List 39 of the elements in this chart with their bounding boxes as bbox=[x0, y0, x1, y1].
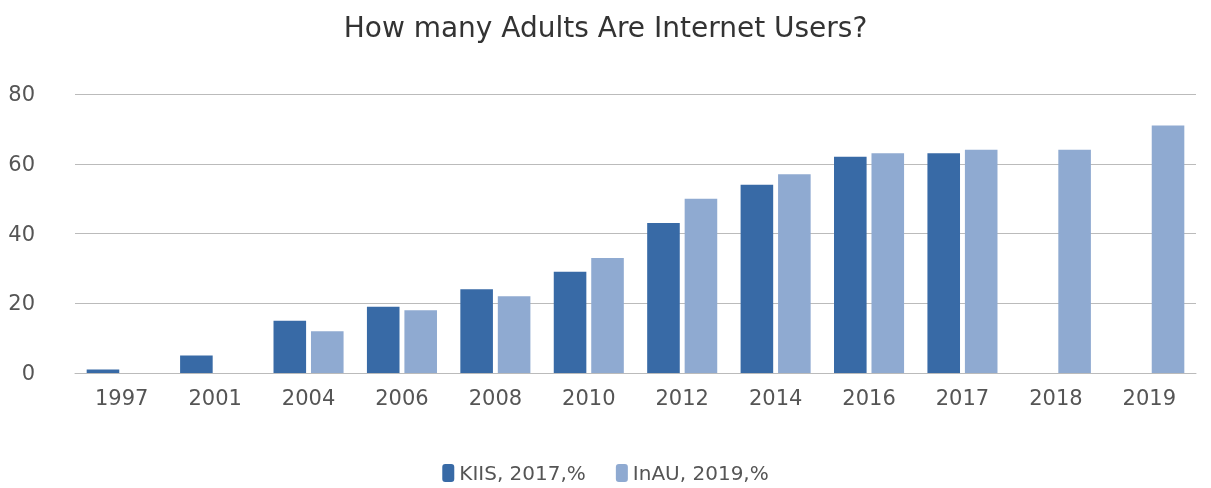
bar bbox=[180, 355, 213, 373]
x-tick-label: 2014 bbox=[748, 385, 803, 410]
bar bbox=[964, 149, 998, 373]
bar bbox=[834, 156, 867, 373]
x-tick-label: 2004 bbox=[281, 385, 336, 410]
x-tick-label: 1997 bbox=[94, 385, 149, 410]
bar bbox=[591, 257, 624, 373]
bar bbox=[497, 296, 531, 373]
bar bbox=[778, 174, 811, 373]
y-tick-label: 80 bbox=[8, 82, 35, 106]
bar bbox=[366, 306, 400, 373]
bar bbox=[460, 289, 493, 373]
x-tick-label: 2016 bbox=[842, 385, 896, 410]
bar bbox=[1058, 149, 1091, 373]
chart-title: How many Adults Are Internet Users? bbox=[343, 10, 868, 44]
bar bbox=[553, 271, 587, 373]
x-tick-label: 2012 bbox=[655, 385, 709, 410]
x-tick-label: 2006 bbox=[375, 385, 429, 410]
x-tick-label: 2017 bbox=[935, 385, 990, 410]
x-tick-label: 2019 bbox=[1122, 385, 1177, 410]
x-tick-label: 2010 bbox=[562, 385, 616, 410]
bar bbox=[404, 310, 437, 373]
bar bbox=[1151, 125, 1185, 373]
bar bbox=[310, 331, 344, 373]
bar bbox=[273, 320, 307, 373]
y-tick-label: 60 bbox=[8, 151, 35, 176]
bar bbox=[927, 153, 961, 373]
x-tick-label: 2001 bbox=[188, 385, 242, 410]
x-tick-label: 2018 bbox=[1029, 385, 1083, 410]
bar bbox=[871, 153, 905, 373]
y-tick-label: 0 bbox=[21, 361, 35, 385]
bar bbox=[740, 184, 774, 373]
y-tick-label: 20 bbox=[8, 291, 35, 316]
x-tick-label: 2008 bbox=[468, 385, 523, 410]
legend-label: InAU, 2019,% bbox=[632, 461, 769, 485]
y-tick-label: 40 bbox=[8, 221, 35, 246]
bar bbox=[684, 198, 718, 373]
legend-label: KIIS, 2017,% bbox=[459, 461, 586, 485]
bar bbox=[647, 223, 680, 373]
